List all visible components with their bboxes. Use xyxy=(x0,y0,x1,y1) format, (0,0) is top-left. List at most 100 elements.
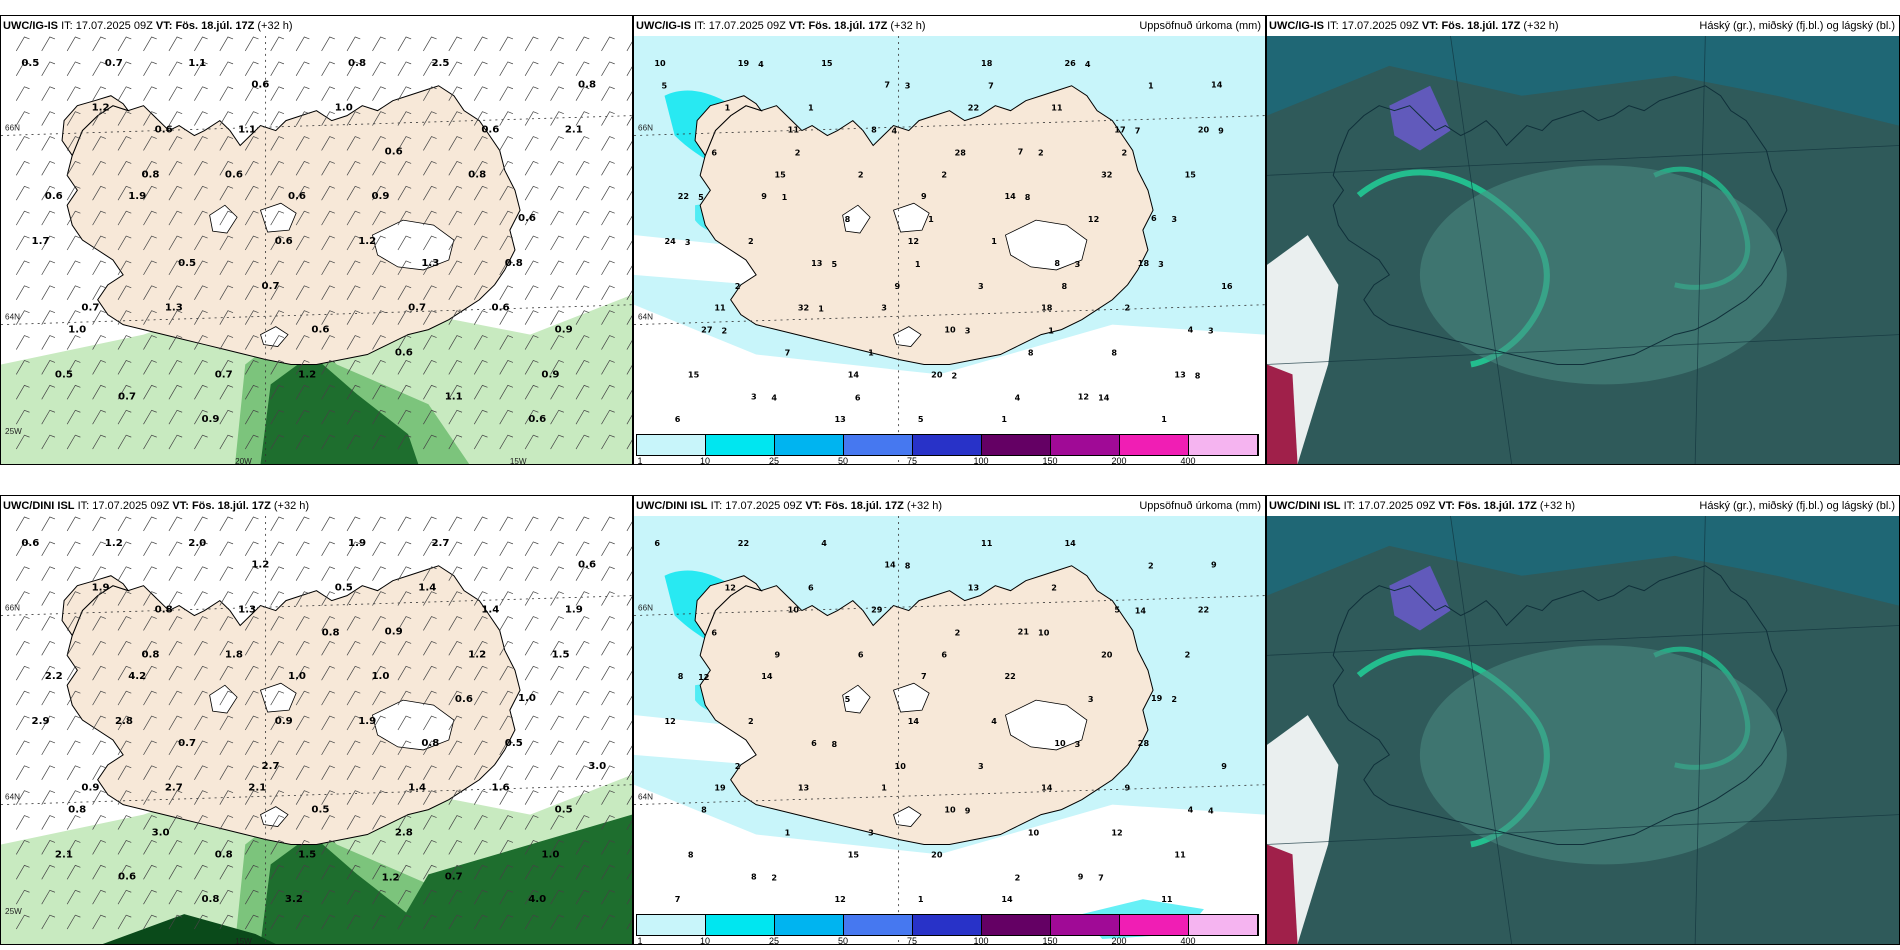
value-label: 5 xyxy=(698,193,704,202)
wind-barb xyxy=(626,770,632,780)
wind-barb xyxy=(168,690,183,706)
value-label: 11 xyxy=(1174,850,1186,859)
field-title: Háský (gr.), miðský (fj.bl.) og lágský (… xyxy=(1699,496,1895,516)
value-label: 16 xyxy=(1221,282,1233,291)
wind-barb xyxy=(143,790,157,805)
valid-time-value: Fös. 18.júl. 17Z xyxy=(808,20,888,32)
init-time-value: 17.07.2025 09Z xyxy=(725,500,803,512)
colorbar-segment xyxy=(1120,915,1189,935)
wind-barb xyxy=(143,210,157,226)
wind-barb xyxy=(575,260,590,276)
value-label: 2.7 xyxy=(432,538,450,549)
wind-barb xyxy=(499,360,514,375)
heavy-precip-area xyxy=(260,354,419,464)
wind-barb xyxy=(143,235,157,251)
wind-barb xyxy=(321,111,335,126)
field-title: Uppsöfnuð úrkoma (mm) xyxy=(1139,16,1261,36)
map-svg: 66N 64N 25W 15W 0.6 0.8 1.0 0.8 0.5 0.6 1.2 0.9 1.0 0… xyxy=(1,516,632,944)
wind-barb xyxy=(601,384,615,400)
wind-barb xyxy=(219,790,234,805)
wind-barb xyxy=(66,566,81,581)
wind-barb xyxy=(397,541,412,556)
wind-barb xyxy=(575,86,590,101)
wind-barb xyxy=(473,384,488,400)
wind-barb xyxy=(270,36,285,52)
wind-barb xyxy=(524,516,539,532)
wind-barb xyxy=(66,591,81,606)
wind-barb xyxy=(194,889,208,905)
wind-barb xyxy=(295,434,310,450)
init-time-value: 17.07.2025 09Z xyxy=(1341,20,1419,32)
value-label: 10 xyxy=(654,59,666,68)
wind-barb xyxy=(524,840,539,855)
value-label: 1.7 xyxy=(32,236,50,247)
wind-barb xyxy=(219,160,234,176)
wind-barb xyxy=(499,36,514,52)
value-label: 22 xyxy=(678,192,689,201)
wind-barb xyxy=(448,516,463,532)
panel-title: UWC/IG-IS IT: 17.07.2025 09Z VT: Fös. 18… xyxy=(1,16,632,36)
wind-barb xyxy=(270,409,285,425)
value-label: 0.8 xyxy=(155,605,173,616)
wind-barb xyxy=(626,670,632,681)
wind-barb xyxy=(346,434,361,450)
value-label: 3 xyxy=(1075,740,1081,749)
map-area: 66N 64N 6 10 7 10 4 8 14 21 19 19 15 11 5 8 6 10 9 9 9 14 14 11… xyxy=(634,516,1265,944)
wind-barb xyxy=(92,86,106,101)
wind-barb xyxy=(346,136,361,151)
graticule-label: 15W xyxy=(235,937,252,944)
wind-barb xyxy=(117,790,132,805)
glacier xyxy=(372,219,455,271)
wind-barb xyxy=(194,111,208,126)
wind-barb xyxy=(295,136,310,151)
wind-barb xyxy=(372,914,386,930)
glacier xyxy=(260,202,297,233)
wind-barb xyxy=(524,765,539,780)
wind-barb xyxy=(448,86,463,101)
wind-barb xyxy=(117,815,132,830)
wind-barb xyxy=(550,360,564,375)
wind-barb xyxy=(524,61,539,76)
model-name: UWC/DINI ISL xyxy=(1269,500,1341,512)
high-cloud-area xyxy=(1267,516,1899,606)
wind-barb xyxy=(575,310,590,325)
mid-cloud-area xyxy=(1419,165,1787,385)
wind-barb xyxy=(575,815,590,830)
wind-barb xyxy=(168,665,183,681)
wind-barb xyxy=(143,765,157,780)
wind-barb xyxy=(270,160,285,176)
wind-barb xyxy=(524,210,539,226)
value-label: 8 xyxy=(1028,349,1034,358)
value-label: 1 xyxy=(928,215,934,224)
value-label: 0.7 xyxy=(262,281,280,292)
wind-barb xyxy=(295,36,310,52)
value-label: 1.2 xyxy=(298,369,316,380)
graticule-label: 66N xyxy=(5,604,20,613)
value-label: 14 xyxy=(1065,539,1077,548)
wind-barb xyxy=(92,591,106,606)
wind-barb xyxy=(372,715,386,731)
wind-barb xyxy=(92,335,106,350)
value-label: 1.1 xyxy=(188,58,206,69)
wind-barb xyxy=(270,111,285,126)
value-label: 0.6 xyxy=(45,191,63,202)
wind-barb xyxy=(15,86,30,101)
wind-barb xyxy=(92,616,106,631)
wind-barb xyxy=(270,61,285,76)
glacier xyxy=(893,202,930,233)
wind-barb xyxy=(41,434,56,450)
wind-barb xyxy=(448,914,463,930)
purple-cloud-area xyxy=(1389,85,1451,151)
wind-barb xyxy=(219,434,234,450)
graticule-line xyxy=(1450,36,1513,464)
wind-barb xyxy=(168,210,183,226)
wind-barb xyxy=(117,715,132,731)
wind-barb xyxy=(423,914,437,930)
wind-barb xyxy=(372,360,386,375)
wind-barb xyxy=(575,715,590,731)
wind-barb xyxy=(575,889,590,905)
wind-barb xyxy=(143,815,157,830)
value-label: 0.5 xyxy=(335,583,353,594)
wind-barb xyxy=(397,790,412,805)
value-label: 0.9 xyxy=(201,414,219,425)
